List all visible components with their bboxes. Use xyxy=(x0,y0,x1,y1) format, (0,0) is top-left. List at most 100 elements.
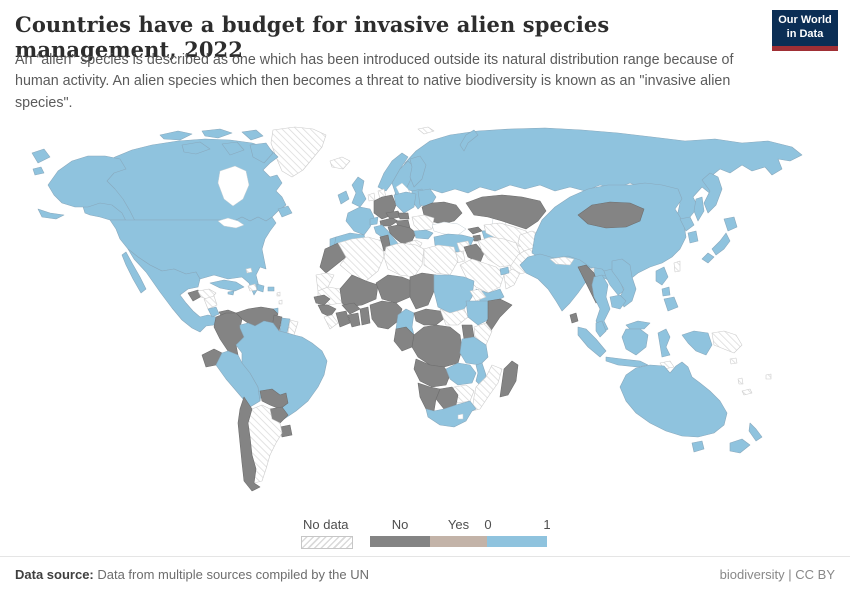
country-south-korea[interactable] xyxy=(687,230,699,244)
country-iraq[interactable] xyxy=(463,243,485,264)
country-north-korea[interactable] xyxy=(679,216,695,232)
country-russia-novaya-z[interactable] xyxy=(459,129,479,152)
country-mongolia[interactable] xyxy=(577,201,645,229)
world-map[interactable] xyxy=(30,125,835,510)
country-netherlands[interactable] xyxy=(367,192,376,202)
country-vietnam[interactable] xyxy=(611,258,637,308)
country-lesser-antilles-1[interactable] xyxy=(276,291,281,297)
country-indonesia-papua[interactable] xyxy=(681,330,713,356)
country-slovakia[interactable] xyxy=(397,212,410,220)
country-malaysia-borneo[interactable] xyxy=(625,320,651,330)
country-cambodia[interactable] xyxy=(609,294,627,310)
country-madagascar[interactable] xyxy=(499,360,519,398)
country-cuba[interactable] xyxy=(209,279,245,292)
country-canada-island1[interactable] xyxy=(159,130,193,141)
country-russia-chukotka-w2[interactable] xyxy=(32,166,45,176)
country-zambia[interactable] xyxy=(445,362,477,386)
country-niger[interactable] xyxy=(375,274,413,304)
legend-segment-no[interactable] xyxy=(370,536,430,547)
country-united-kingdom[interactable] xyxy=(351,176,367,208)
country-brazil[interactable] xyxy=(235,320,328,420)
country-romania[interactable] xyxy=(411,214,435,232)
country-svalbard[interactable] xyxy=(417,126,435,135)
country-ghana[interactable] xyxy=(347,312,361,328)
country-japan-hokkaido[interactable] xyxy=(723,216,738,232)
country-thailand[interactable] xyxy=(591,274,611,334)
country-russia-sakhalin[interactable] xyxy=(693,196,705,222)
country-angola[interactable] xyxy=(413,358,451,388)
country-philippines-visayas[interactable] xyxy=(661,286,671,297)
country-canada-baffin[interactable] xyxy=(249,142,274,164)
legend-segment-yes[interactable] xyxy=(430,536,487,547)
country-nepal[interactable] xyxy=(549,256,575,266)
country-sri-lanka[interactable] xyxy=(569,312,579,324)
country-mali[interactable] xyxy=(339,274,379,308)
country-guinea[interactable] xyxy=(317,304,337,318)
country-oman[interactable] xyxy=(503,268,521,290)
country-iceland[interactable] xyxy=(329,156,351,170)
country-canada-island2[interactable] xyxy=(201,128,233,139)
country-namibia[interactable] xyxy=(417,382,441,412)
country-usa-alaska[interactable] xyxy=(47,155,137,230)
country-austria[interactable] xyxy=(379,217,399,227)
legend-no-data-swatch[interactable] xyxy=(301,536,353,549)
country-belarus[interactable] xyxy=(417,188,437,208)
country-algeria[interactable] xyxy=(337,236,385,282)
country-taiwan[interactable] xyxy=(673,260,681,273)
country-nz-north[interactable] xyxy=(748,422,763,442)
country-france[interactable] xyxy=(345,206,375,236)
country-liberia[interactable] xyxy=(323,314,339,330)
country-nicaragua[interactable] xyxy=(203,295,218,310)
country-new-caledonia[interactable] xyxy=(741,388,753,396)
country-chile[interactable] xyxy=(237,396,261,492)
country-russia-kamchatka[interactable] xyxy=(701,172,723,214)
country-canada-island5[interactable] xyxy=(221,141,245,156)
country-libya[interactable] xyxy=(383,242,425,278)
country-chad[interactable] xyxy=(409,272,437,310)
country-fiji[interactable] xyxy=(765,373,772,380)
country-senegal[interactable] xyxy=(313,294,331,306)
country-switzerland[interactable] xyxy=(369,216,379,226)
country-indonesia-sumatra[interactable] xyxy=(577,326,607,358)
country-car[interactable] xyxy=(413,308,447,326)
country-mexico[interactable] xyxy=(127,248,217,333)
country-papua-new-guinea[interactable] xyxy=(711,330,743,354)
country-drc[interactable] xyxy=(411,324,463,368)
country-french-guiana[interactable] xyxy=(287,319,299,336)
country-indonesia-sulawesi[interactable] xyxy=(657,328,671,358)
country-finland[interactable] xyxy=(409,155,427,188)
country-usa-aleutians[interactable] xyxy=(37,208,65,220)
country-nz-south[interactable] xyxy=(729,438,751,454)
legend-segment-scale[interactable] xyxy=(487,536,547,547)
country-mexico-baja[interactable] xyxy=(121,251,147,294)
country-jamaica[interactable] xyxy=(227,290,235,296)
country-western-sahara[interactable] xyxy=(315,272,335,292)
owid-logo[interactable]: Our World in Data xyxy=(772,10,838,51)
country-poland[interactable] xyxy=(393,191,417,214)
country-malaysia[interactable] xyxy=(595,320,607,338)
country-egypt[interactable] xyxy=(423,244,459,276)
country-uganda[interactable] xyxy=(461,324,475,340)
country-eritrea[interactable] xyxy=(469,288,487,302)
country-south-africa[interactable] xyxy=(425,400,477,428)
country-ivory-coast[interactable] xyxy=(335,310,351,328)
country-australia-tasmania[interactable] xyxy=(691,440,705,453)
country-japan-kyushu[interactable] xyxy=(701,252,715,264)
country-philippines-luzon[interactable] xyxy=(655,266,669,286)
country-tanzania[interactable] xyxy=(459,336,489,366)
country-philippines-mindanao[interactable] xyxy=(663,296,679,312)
country-solomons[interactable] xyxy=(729,357,738,365)
country-indonesia-borneo[interactable] xyxy=(621,328,649,356)
country-bulgaria[interactable] xyxy=(413,229,434,240)
country-canada-island4[interactable] xyxy=(181,141,211,155)
country-ireland[interactable] xyxy=(337,190,350,205)
country-japan-honshu[interactable] xyxy=(711,232,731,256)
country-lesser-antilles-2[interactable] xyxy=(278,299,283,305)
country-mozambique[interactable] xyxy=(471,364,503,412)
country-canada-island3[interactable] xyxy=(241,129,264,141)
country-puerto-rico[interactable] xyxy=(267,286,275,292)
country-bolivia[interactable] xyxy=(259,388,289,410)
country-norway[interactable] xyxy=(377,152,409,192)
country-haiti[interactable] xyxy=(247,283,258,292)
country-indonesia-java[interactable] xyxy=(605,356,649,368)
